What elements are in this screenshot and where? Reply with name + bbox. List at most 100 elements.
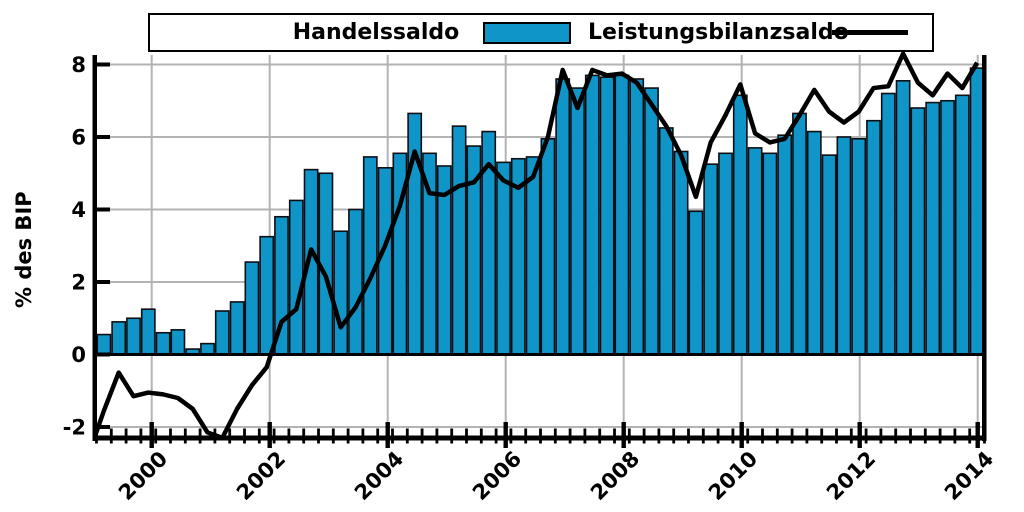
bar-2003Q1 bbox=[333, 230, 349, 356]
y-tick bbox=[97, 425, 110, 429]
bar-2005Q1 bbox=[451, 125, 467, 356]
legend-label-leistungsbilanzsaldo: Leistungsbilanzsaldo bbox=[588, 20, 849, 45]
bar-swatch-icon bbox=[483, 22, 571, 44]
x-minor-tick bbox=[864, 428, 868, 444]
x-tick-label: 2000 bbox=[114, 447, 172, 505]
x-minor-tick bbox=[524, 428, 528, 444]
bar-2007Q2 bbox=[584, 74, 600, 356]
legend-label-handelssaldo: Handelssaldo bbox=[292, 20, 460, 45]
x-minor-tick bbox=[539, 428, 542, 444]
y-tick-label: 6 bbox=[71, 126, 86, 150]
x-minor-tick bbox=[183, 428, 187, 444]
y-tick-label: 4 bbox=[71, 198, 86, 222]
x-minor-tick bbox=[154, 428, 158, 444]
x-minor-tick bbox=[687, 428, 690, 444]
bar-2013Q2 bbox=[940, 99, 955, 356]
bar-2009Q1 bbox=[688, 210, 704, 356]
bar-2000Q4 bbox=[200, 342, 215, 356]
bar-2006Q2 bbox=[525, 156, 541, 356]
bar-2003Q2 bbox=[348, 208, 363, 356]
bar-2013Q3 bbox=[954, 94, 970, 356]
x-minor-tick bbox=[894, 428, 898, 444]
bar-2008Q3 bbox=[658, 127, 674, 356]
y-tick bbox=[97, 135, 110, 139]
x-minor-tick bbox=[228, 428, 232, 444]
bar-2000Q1 bbox=[155, 331, 171, 356]
bar-2000Q2 bbox=[170, 329, 186, 356]
bar-2011Q3 bbox=[836, 136, 852, 356]
right-spine bbox=[982, 55, 987, 441]
x-minor-tick bbox=[287, 428, 291, 444]
x-minor-tick bbox=[361, 428, 365, 444]
bar-2007Q1 bbox=[570, 87, 585, 356]
y-tick bbox=[97, 352, 110, 357]
x-minor-tick bbox=[983, 428, 986, 444]
x-minor-tick bbox=[746, 428, 750, 444]
x-minor-tick bbox=[775, 428, 779, 444]
bar-2002Q2 bbox=[288, 199, 304, 356]
x-minor-tick bbox=[672, 428, 676, 444]
y-tick bbox=[97, 207, 110, 212]
bar-2008Q2 bbox=[644, 87, 659, 356]
x-minor-tick bbox=[909, 428, 912, 444]
y-tick bbox=[97, 280, 110, 284]
x-minor-tick bbox=[479, 428, 483, 444]
bar-2008Q1 bbox=[629, 78, 645, 356]
x-minor-tick bbox=[790, 428, 794, 444]
bar-2001Q2 bbox=[229, 301, 245, 356]
x-minor-tick bbox=[716, 428, 720, 444]
y-tick-label: 8 bbox=[71, 53, 86, 77]
x-minor-tick bbox=[435, 428, 439, 444]
x-minor-tick bbox=[317, 428, 320, 444]
bar-2012Q1 bbox=[866, 119, 881, 356]
bar-2009Q2 bbox=[703, 163, 719, 356]
bar-2005Q4 bbox=[496, 161, 511, 356]
x-minor-tick bbox=[835, 428, 838, 444]
x-minor-tick bbox=[553, 428, 557, 444]
x-major-tick bbox=[621, 422, 626, 448]
bar-1999Q3 bbox=[126, 317, 141, 356]
left-spine bbox=[92, 55, 97, 441]
bar-2012Q3 bbox=[895, 80, 911, 356]
y-tick bbox=[97, 62, 110, 67]
bar-2010Q1 bbox=[747, 147, 763, 356]
x-minor-tick bbox=[95, 428, 98, 444]
x-major-tick bbox=[975, 422, 980, 448]
x-minor-tick bbox=[879, 428, 883, 444]
bar-2013Q1 bbox=[925, 101, 941, 356]
bar-2009Q4 bbox=[732, 94, 748, 356]
x-minor-tick bbox=[627, 428, 631, 444]
x-minor-tick bbox=[169, 428, 172, 444]
x-tick-label: 2014 bbox=[940, 447, 998, 505]
x-tick-label: 2008 bbox=[586, 447, 644, 505]
x-major-tick bbox=[739, 422, 744, 448]
y-tick-label: 2 bbox=[71, 271, 86, 295]
y-tick-label: 0 bbox=[71, 343, 86, 367]
bar-2011Q2 bbox=[821, 154, 837, 356]
bar-2008Q4 bbox=[673, 150, 689, 356]
x-minor-tick bbox=[213, 428, 217, 444]
leistungsbilanz-line bbox=[92, 51, 980, 441]
x-tick-label: 2002 bbox=[232, 447, 290, 505]
x-tick-label: 2012 bbox=[822, 447, 880, 505]
x-major-tick bbox=[149, 422, 154, 448]
x-minor-tick bbox=[731, 428, 735, 444]
bar-2007Q4 bbox=[614, 74, 630, 356]
x-minor-tick bbox=[243, 428, 246, 444]
bar-2010Q4 bbox=[792, 112, 807, 356]
x-major-tick bbox=[503, 422, 508, 448]
bar-2011Q4 bbox=[851, 138, 867, 356]
x-minor-tick bbox=[302, 428, 306, 444]
x-tick-label: 2010 bbox=[704, 447, 762, 505]
x-minor-tick bbox=[509, 428, 513, 444]
x-minor-tick bbox=[657, 428, 661, 444]
x-minor-tick bbox=[642, 428, 646, 444]
x-minor-tick bbox=[761, 428, 764, 444]
x-minor-tick bbox=[272, 428, 276, 444]
x-major-tick bbox=[857, 422, 862, 448]
line-swatch-icon bbox=[832, 29, 908, 35]
x-minor-tick bbox=[923, 428, 927, 444]
bar-2009Q3 bbox=[718, 152, 733, 356]
x-minor-tick bbox=[124, 428, 128, 444]
x-minor-tick bbox=[420, 428, 424, 444]
